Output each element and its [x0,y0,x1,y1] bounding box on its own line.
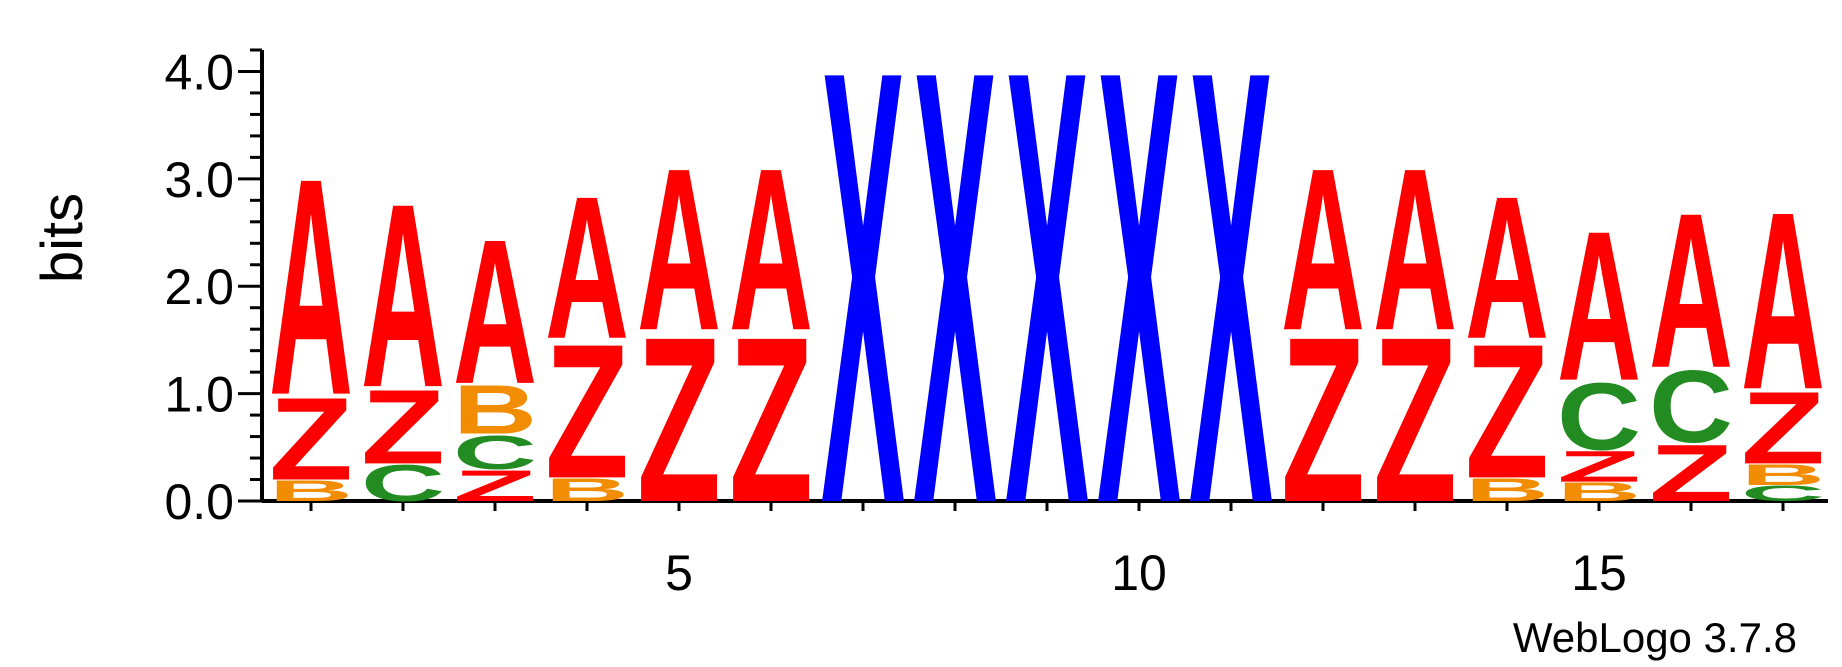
svg-text:A: A [1649,168,1733,415]
logo-letter-c: C [453,425,537,480]
svg-text:B: B [1741,458,1825,491]
y-tick-label: 0.0 [164,474,234,530]
svg-text:A: A [1373,119,1457,378]
logo-letter-b: B [453,371,537,448]
y-tick-label: 1.0 [164,367,234,423]
logo-letter-z: Z [361,368,445,486]
svg-text:A: A [453,197,537,427]
logo-letter-a: A [361,148,445,441]
logo-letter-b: B [1741,458,1825,491]
logo-letter-z: Z [545,305,629,519]
logo-letter-x: X [1005,0,1090,633]
svg-text:B: B [1465,472,1549,508]
logo-letter-b: B [1557,477,1641,507]
svg-text:A: A [1281,119,1365,378]
logo-letter-a: A [269,113,353,460]
logo-letter-c: C [1649,350,1733,464]
y-tick-label: 3.0 [164,152,234,208]
svg-text:Z: Z [269,374,353,506]
svg-text:Z: Z [1281,287,1365,551]
svg-text:X: X [913,0,998,633]
svg-text:Z: Z [361,368,445,486]
svg-text:A: A [1557,187,1641,425]
y-axis: 0.0 1.0 2.0 3.0 4.0 [164,44,264,530]
svg-text:B: B [269,474,353,507]
svg-text:Z: Z [545,305,629,519]
svg-text:A: A [361,148,445,441]
logo-letter-x: X [913,0,998,633]
logo-letter-z: Z [269,374,353,506]
svg-text:A: A [1741,159,1825,442]
svg-text:A: A [729,119,813,378]
logo-letter-x: X [821,0,906,633]
logo-letter-c: C [1557,363,1641,470]
svg-text:C: C [453,425,537,480]
logo-letter-a: A [1465,155,1549,382]
logo-letter-z: Z [1281,287,1365,551]
svg-text:X: X [1005,0,1090,633]
logo-letter-a: A [1741,159,1825,442]
svg-text:A: A [1465,155,1549,382]
x-axis: 5 10 15 [262,499,1828,601]
logo-letter-a: A [1649,168,1733,415]
y-tick-label: 2.0 [164,259,234,315]
weblogo-credit: WebLogo 3.7.8 [1513,614,1797,661]
svg-text:C: C [361,455,445,512]
logo-letter-a: A [729,119,813,378]
logo-letter-a: A [1557,187,1641,425]
logo-letter-a: A [637,119,721,378]
logo-letter-z: Z [729,287,813,551]
svg-text:X: X [821,0,906,633]
svg-text:Z: Z [729,287,813,551]
logo-letter-a: A [545,155,629,382]
svg-text:B: B [453,371,537,448]
svg-text:Z: Z [1649,428,1733,518]
logo-letter-z: Z [1649,428,1733,518]
logo-letter-z: Z [1741,370,1825,485]
logo-letter-x: X [1097,0,1182,633]
svg-text:X: X [1097,0,1182,633]
svg-text:C: C [1741,481,1825,506]
svg-text:Z: Z [1465,305,1549,519]
svg-text:Z: Z [1373,287,1457,551]
logo-letter-z: Z [1557,442,1641,491]
svg-text:Z: Z [637,287,721,551]
logo-letter-b: B [1465,472,1549,508]
x-tick-label: 15 [1571,545,1627,601]
y-tick-label: 4.0 [164,44,234,100]
logo-letter-z: Z [637,287,721,551]
svg-text:Z: Z [1557,442,1641,491]
logo-letter-z: Z [1465,305,1549,519]
x-tick-label: 10 [1111,545,1167,601]
svg-text:A: A [637,119,721,378]
svg-text:A: A [545,155,629,382]
svg-text:C: C [1649,350,1733,464]
svg-text:B: B [545,472,629,508]
logo-letter-a: A [1373,119,1457,378]
svg-text:A: A [269,113,353,460]
logo-letter-z: Z [1373,287,1457,551]
y-axis-label: bits [30,193,95,283]
logo-letter-c: C [361,455,445,512]
logo-letter-z: Z [453,461,537,510]
x-tick-label: 5 [665,545,693,601]
logo-letter-b: B [545,472,629,508]
logo-letter-a: A [453,197,537,427]
logo-letter-c: C [1741,481,1825,506]
logo-letter-x: X [1189,0,1274,633]
svg-text:X: X [1189,0,1274,633]
svg-text:Z: Z [453,461,537,510]
svg-text:B: B [1557,477,1641,507]
svg-text:C: C [1557,363,1641,470]
logo-letter-a: A [1281,119,1365,378]
logo-letter-b: B [269,474,353,507]
svg-text:Z: Z [1741,370,1825,485]
